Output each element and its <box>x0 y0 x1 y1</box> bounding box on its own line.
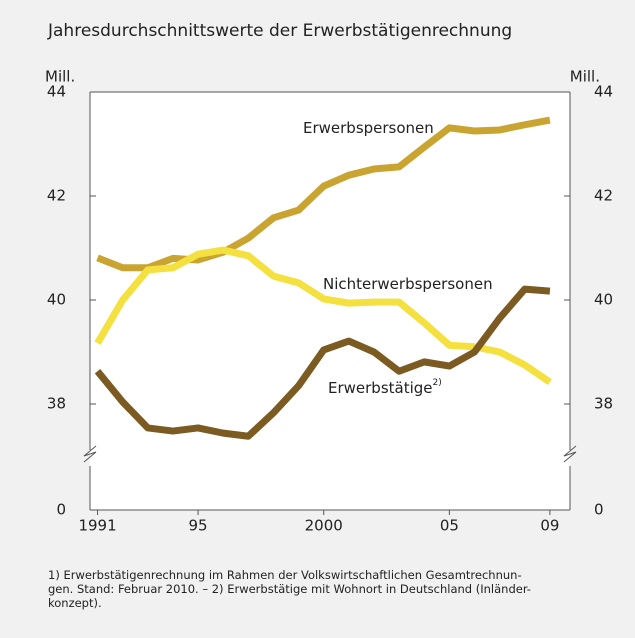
axis-break-right <box>563 445 577 463</box>
series-label: Erwerbspersonen <box>303 119 434 137</box>
footnote-line: 1) Erwerbstätigenrechnung im Rahmen der … <box>48 568 522 582</box>
x-tick-label: 2000 <box>305 517 343 535</box>
x-tick-label: 1991 <box>78 517 116 535</box>
chart-title: Jahresdurchschnittswerte der Erwerbstäti… <box>47 21 512 41</box>
y-tick-label-right: 38 <box>594 395 613 413</box>
series-label: Erwerbstätige2) <box>328 378 442 397</box>
series-note: 2) <box>433 378 442 388</box>
footnote-line: konzept). <box>48 596 102 610</box>
series-label: Nichterwerbspersonen <box>323 275 493 293</box>
y-tick-label-right: 0 <box>594 501 604 519</box>
y-tick-label: 0 <box>56 501 66 519</box>
y-tick-label: 38 <box>47 395 66 413</box>
y-tick-label-right: 44 <box>594 83 613 101</box>
y-tick-label: 40 <box>47 291 66 309</box>
series-line <box>94 285 551 440</box>
series-name: Erwerbstätige <box>328 379 433 397</box>
series-name: Nichterwerbspersonen <box>323 275 493 293</box>
y-tick-label-right: 40 <box>594 291 613 309</box>
series-name: Erwerbspersonen <box>303 119 434 137</box>
y-tick-label-right: 42 <box>594 187 613 205</box>
x-tick-label: 95 <box>189 517 208 535</box>
y-unit-left: Mill. <box>45 68 75 86</box>
y-unit-right: Mill. <box>570 68 600 86</box>
axis-break-left <box>83 445 97 463</box>
footnote: 1) Erwerbstätigenrechnung im Rahmen der … <box>48 568 618 610</box>
footnote-line: gen. Stand: Februar 2010. – 2) Erwerbstä… <box>48 582 531 596</box>
y-tick-label: 42 <box>47 187 66 205</box>
chart: Jahresdurchschnittswerte der Erwerbstäti… <box>45 21 613 535</box>
y-tick-label: 44 <box>47 83 66 101</box>
x-tick-label: 05 <box>440 517 459 535</box>
axes <box>83 91 577 511</box>
x-tick-label: 09 <box>540 517 559 535</box>
series-line <box>96 116 551 272</box>
